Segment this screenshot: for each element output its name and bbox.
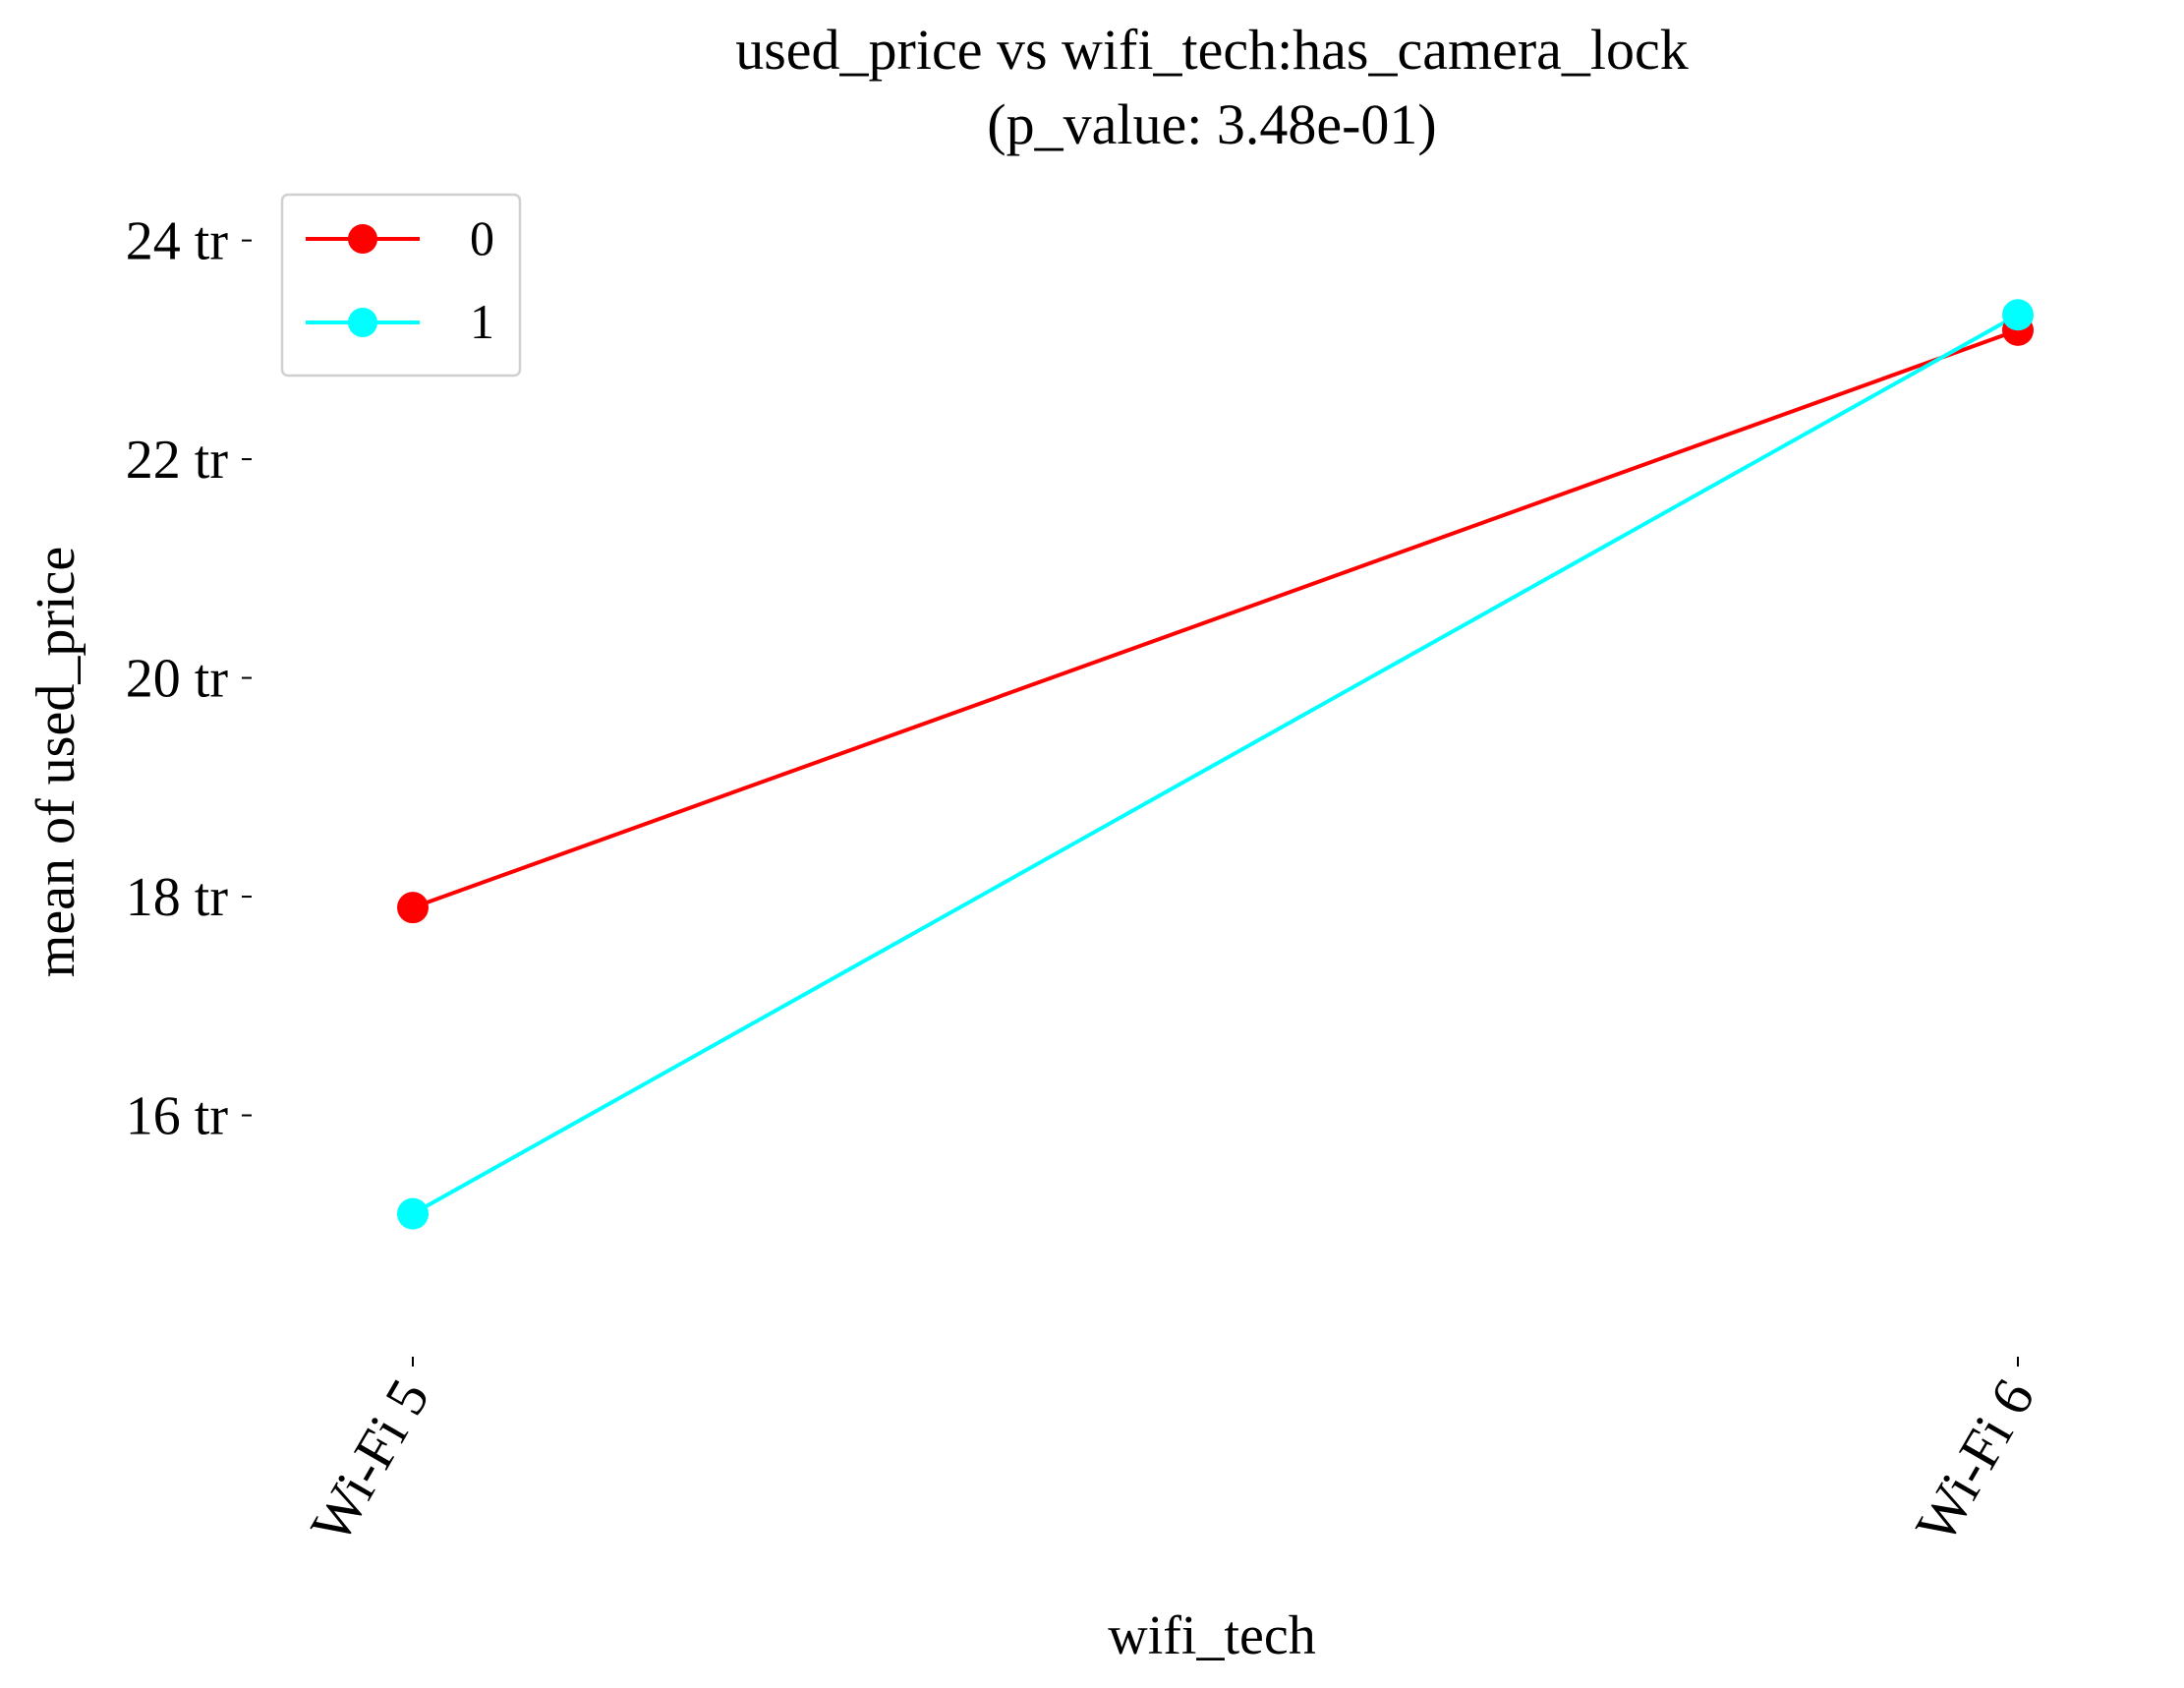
legend: 0 1 bbox=[280, 193, 522, 378]
y-tick-label-4: 24 tr bbox=[126, 211, 229, 272]
chart-title: used_price vs wifi_tech:has_camera_lock bbox=[735, 18, 1689, 82]
chart-subtitle: (p_value: 3.48e-01) bbox=[987, 92, 1436, 156]
legend-marker-1 bbox=[348, 308, 377, 337]
series-line-0 bbox=[412, 327, 2019, 910]
series-layer bbox=[397, 299, 2034, 1230]
legend-marker-0 bbox=[348, 224, 377, 254]
legend-label-0: 0 bbox=[470, 210, 494, 265]
y-tick-label-1: 18 tr bbox=[126, 867, 229, 928]
series-line-1 bbox=[412, 313, 2019, 1216]
y-axis: 16 tr 18 tr 20 tr 22 tr 24 tr bbox=[126, 211, 252, 1147]
legend-label-1: 1 bbox=[470, 294, 494, 349]
y-tick-label-3: 22 tr bbox=[126, 430, 229, 491]
y-tick-label-2: 20 tr bbox=[126, 649, 229, 710]
point-1-1 bbox=[2002, 299, 2034, 331]
y-tick-label-0: 16 tr bbox=[126, 1086, 229, 1147]
point-1-0 bbox=[397, 1197, 429, 1230]
point-0-0 bbox=[397, 892, 429, 924]
y-axis-label: mean of used_price bbox=[26, 547, 86, 977]
x-axis-label: wifi_tech bbox=[1108, 1605, 1315, 1666]
